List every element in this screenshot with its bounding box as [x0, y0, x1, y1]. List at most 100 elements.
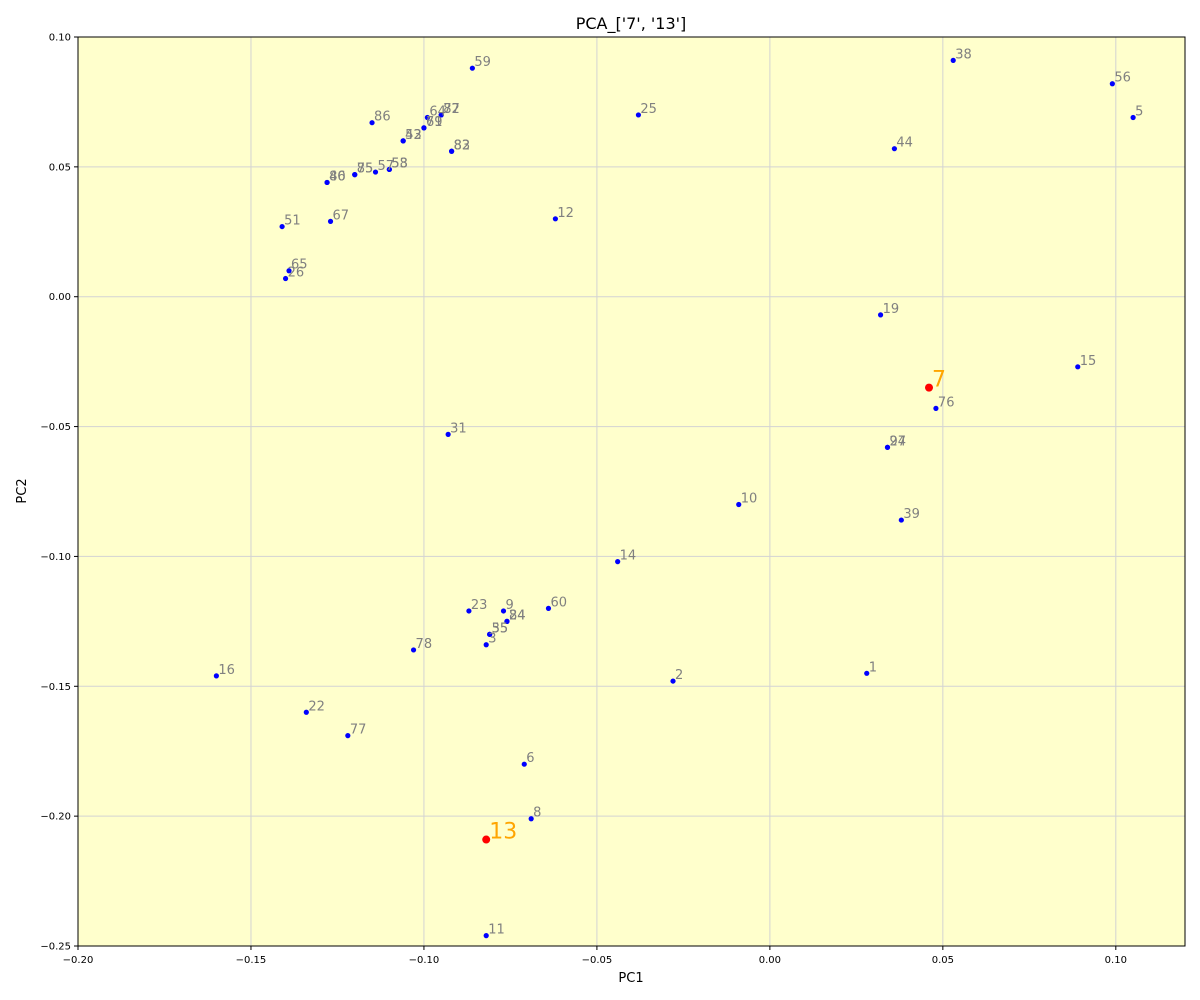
point-label: 26 — [288, 266, 305, 281]
data-point — [891, 146, 898, 152]
data-point — [521, 761, 527, 767]
data-point — [615, 559, 621, 565]
data-point — [504, 618, 510, 624]
data-points — [213, 57, 1136, 939]
y-axis-ticks: −0.25 −0.20 −0.15 −0.10 −0.05 0.00 0.05 0.10 — [40, 33, 78, 953]
point-label: 69 — [426, 115, 443, 130]
point-label: 80 — [329, 169, 346, 184]
data-point — [864, 670, 870, 676]
data-point — [327, 218, 334, 224]
point-label: 75 — [357, 162, 374, 177]
point-label: 78 — [416, 637, 433, 652]
point-label: 59 — [474, 55, 491, 70]
data-point — [438, 112, 444, 118]
point-label: 84 — [509, 608, 526, 623]
point-label: 2 — [675, 668, 683, 683]
x-tick-label: 0.05 — [932, 955, 954, 966]
point-label: 23 — [471, 598, 488, 613]
point-label: 12 — [557, 206, 574, 221]
point-label: 44 — [896, 136, 913, 151]
point-label: 15 — [1080, 354, 1097, 369]
data-point — [400, 138, 406, 144]
point-label: 31 — [450, 421, 467, 436]
point-label: 76 — [938, 395, 955, 410]
data-point — [213, 673, 219, 679]
data-point — [372, 169, 379, 175]
data-point — [483, 933, 489, 939]
point-label: 56 — [1114, 71, 1131, 86]
data-point — [352, 172, 358, 178]
data-point — [950, 57, 956, 63]
x-axis-title: PC1 — [618, 971, 643, 986]
data-point — [552, 216, 558, 222]
data-point — [670, 678, 676, 684]
point-label: 60 — [550, 595, 567, 610]
data-point — [545, 605, 552, 611]
plot-area — [78, 37, 1185, 946]
x-tick-label: −0.05 — [582, 955, 613, 966]
point-label: 14 — [620, 549, 637, 564]
point-label: 6 — [526, 751, 534, 766]
point-label: 43 — [405, 128, 422, 143]
data-point — [286, 268, 292, 274]
data-point — [898, 517, 904, 523]
point-label: 27 — [889, 434, 906, 449]
point-label: 65 — [291, 258, 308, 273]
y-tick-label: −0.10 — [40, 552, 71, 563]
y-tick-label: 0.10 — [49, 33, 71, 44]
point-label: 55 — [492, 621, 509, 636]
data-point — [933, 405, 939, 411]
point-label: 11 — [488, 923, 505, 938]
point-label: 85 — [357, 162, 374, 177]
grid — [77, 36, 1185, 947]
y-tick-label: −0.05 — [40, 422, 71, 433]
data-point — [345, 733, 351, 739]
data-point — [282, 275, 289, 282]
point-label: 9 — [506, 598, 514, 613]
y-tick-label: −0.25 — [40, 942, 71, 953]
point-label: 71 — [426, 115, 443, 130]
point-label: 82 — [454, 138, 471, 153]
highlighted-point-label: 13 — [489, 820, 517, 845]
point-label: 3 — [488, 632, 496, 647]
x-axis-ticks: −0.20 −0.15 −0.10 −0.05 0.00 0.05 0.10 — [63, 946, 1127, 966]
data-point — [279, 223, 285, 230]
point-label: 24 — [509, 608, 526, 623]
data-point — [466, 608, 472, 614]
x-tick-label: −0.20 — [63, 955, 94, 966]
point-label: 39 — [903, 507, 920, 522]
highlighted-point-label: 7 — [932, 368, 946, 393]
x-tick-label: −0.15 — [236, 955, 267, 966]
highlighted-data-point — [482, 835, 491, 844]
chart-title: PCA_['7', '13'] — [576, 14, 687, 34]
data-point — [1075, 364, 1081, 370]
data-point — [884, 444, 891, 450]
point-label: 72 — [443, 102, 460, 117]
point-label: 94 — [889, 434, 906, 449]
point-label: 35 — [492, 621, 509, 636]
point-label: 53 — [391, 156, 408, 171]
y-tick-label: −0.20 — [40, 812, 71, 823]
point-label: 10 — [741, 491, 758, 506]
point-label: 86 — [374, 110, 391, 125]
data-point — [469, 65, 475, 71]
x-tick-label: 0.10 — [1105, 955, 1127, 966]
data-point — [1130, 114, 1136, 121]
data-point — [386, 166, 392, 173]
data-point — [303, 709, 309, 715]
point-label: 52 — [405, 128, 422, 143]
data-point — [421, 125, 427, 131]
data-point — [528, 816, 534, 822]
data-point — [736, 501, 742, 508]
point-label: 51 — [284, 214, 301, 229]
data-point — [445, 431, 451, 437]
point-label: 19 — [883, 302, 900, 317]
data-point — [635, 112, 642, 118]
point-label: 38 — [955, 47, 972, 62]
y-tick-label: 0.00 — [49, 292, 71, 303]
point-label: 22 — [308, 699, 325, 714]
data-point — [1109, 81, 1115, 87]
point-label: 8 — [533, 806, 541, 821]
